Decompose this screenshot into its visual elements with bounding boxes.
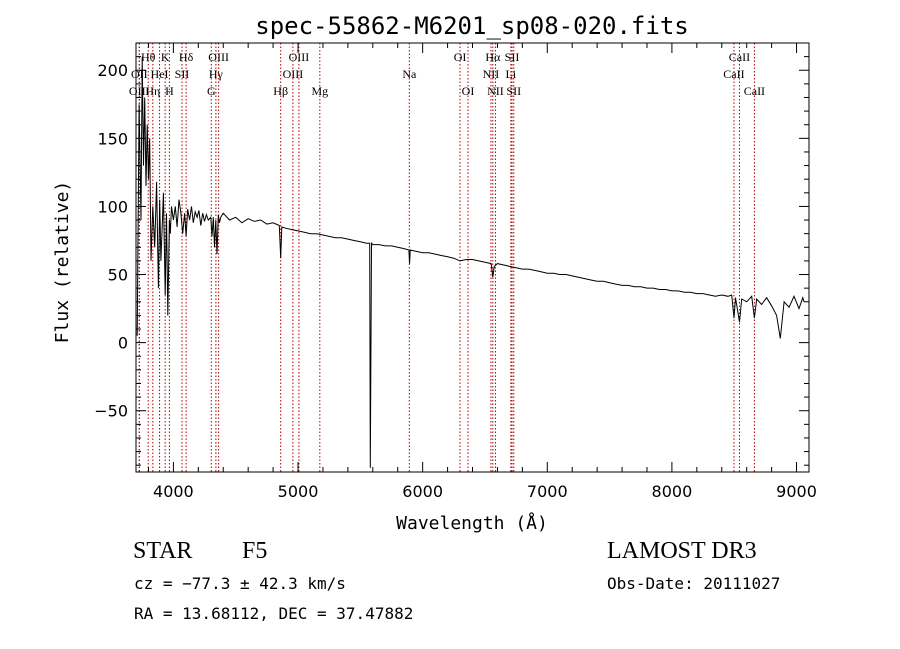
line-marker-label: Li <box>506 67 517 81</box>
line-marker-label: Hθ <box>141 50 156 64</box>
subclass-label: F5 <box>242 538 268 564</box>
line-marker-label: Hδ <box>179 50 194 64</box>
line-marker-label: NII <box>487 84 504 98</box>
x-tick-label: 6000 <box>402 482 443 501</box>
x-axis-ticks: 4000 5000 6000 7000 8000 9000 <box>147 43 817 501</box>
line-marker-label: OIII <box>283 67 304 81</box>
line-marker-label: NII <box>483 67 500 81</box>
x-tick-label: 7000 <box>527 482 568 501</box>
chart-title: spec-55862-M6201_sp08-020.fits <box>255 12 688 40</box>
line-marker-label: G <box>207 84 216 98</box>
obs-date-text: Obs-Date: 20111027 <box>607 574 781 593</box>
line-marker-label: OI <box>462 84 475 98</box>
line-marker-label: K <box>161 50 170 64</box>
y-axis-ticks: −50 0 50 100 150 200 <box>94 42 809 466</box>
line-marker-label: OIII <box>208 50 229 64</box>
survey-label: LAMOST DR3 <box>607 538 757 564</box>
line-marker-label: SII <box>505 50 520 64</box>
line-marker-label: Hα <box>485 50 501 64</box>
redshift-text: cz = −77.3 ± 42.3 km/s <box>134 574 346 593</box>
class-label: STAR <box>133 538 193 564</box>
line-marker-label: H <box>165 84 174 98</box>
line-marker-label: OI <box>454 50 467 64</box>
x-tick-label: 4000 <box>153 482 194 501</box>
coordinates-text: RA = 13.68112, DEC = 37.47882 <box>134 604 414 623</box>
y-tick-label: 100 <box>97 197 128 216</box>
line-marker-label: Hβ <box>273 84 288 98</box>
line-marker-label: SII <box>506 84 521 98</box>
line-marker-label: HeI <box>151 67 169 81</box>
plot-frame <box>135 42 810 473</box>
line-marker-label: CaII <box>723 67 744 81</box>
line-marker-label: Na <box>402 67 417 81</box>
x-tick-label: 9000 <box>776 482 817 501</box>
x-tick-label: 5000 <box>278 482 319 501</box>
line-marker-label: Mg <box>311 84 328 98</box>
y-axis-label: Flux (relative) <box>52 181 73 344</box>
y-tick-label: 150 <box>97 129 128 148</box>
line-marker-label: OIII <box>129 84 150 98</box>
line-markers <box>138 43 755 472</box>
line-marker-label: SII <box>175 67 190 81</box>
x-axis-label: Wavelength (Å) <box>396 512 548 534</box>
line-marker-label: OIII <box>289 50 310 64</box>
y-tick-label: 50 <box>108 266 128 285</box>
line-marker-label: CaII <box>744 84 765 98</box>
y-tick-label: 200 <box>97 61 128 80</box>
x-tick-label: 8000 <box>652 482 693 501</box>
line-marker-label: CaII <box>729 50 750 64</box>
spectrum-line <box>136 56 805 468</box>
y-tick-label: 0 <box>118 334 128 353</box>
line-marker-label: Hη <box>145 84 160 98</box>
line-marker-label: Hγ <box>209 67 224 81</box>
line-marker-label: OII <box>131 67 148 81</box>
y-tick-label: −50 <box>94 402 128 421</box>
